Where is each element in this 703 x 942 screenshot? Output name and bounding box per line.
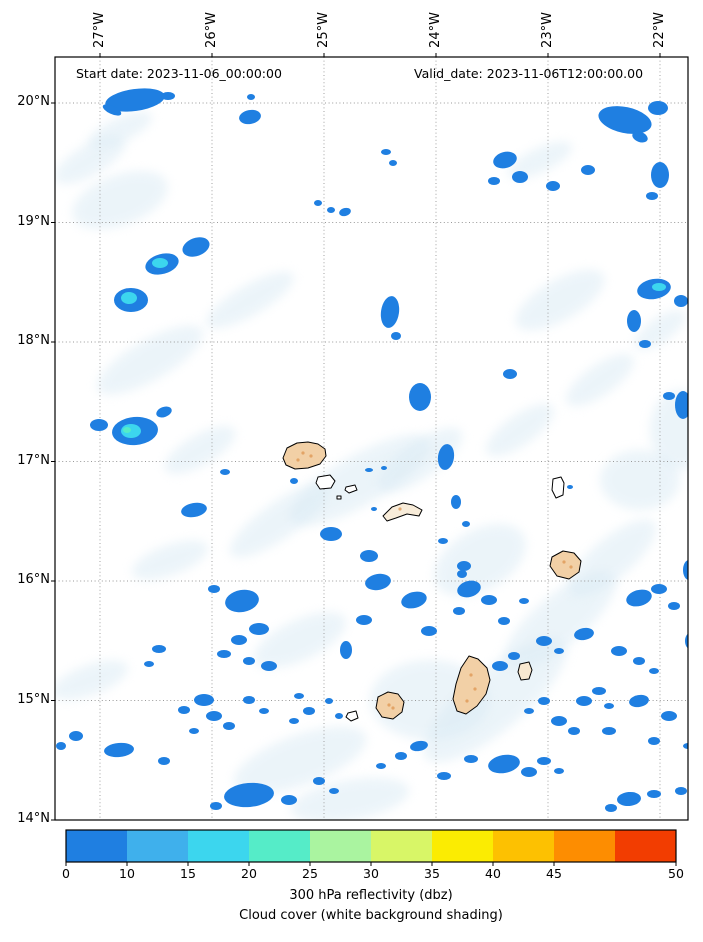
- terrain-dot: [296, 458, 300, 462]
- colorbar-segment: [249, 830, 311, 862]
- colorbar: [65, 829, 677, 866]
- colorbar-segment: [188, 830, 250, 862]
- colorbar-segment: [554, 830, 616, 862]
- map-plot-area: [55, 57, 688, 820]
- island-sal: [551, 476, 565, 499]
- x-tick-label: 24°W: [428, 12, 443, 48]
- reflectivity-layer: [56, 88, 688, 812]
- y-tick-label: 17°N: [17, 452, 50, 468]
- island-coastlines: [282, 441, 582, 722]
- y-tick-label: 19°N: [17, 213, 50, 229]
- colorbar-segment: [371, 830, 433, 862]
- island-santa-luzia: [344, 484, 358, 494]
- terrain-dot: [391, 706, 395, 710]
- colorbar-segment: [615, 830, 677, 862]
- cloud-cover-caption: Cloud cover (white background shading): [239, 908, 503, 923]
- colorbar-tick-label: 0: [62, 866, 70, 881]
- colorbar-tick-label: 10: [119, 866, 135, 881]
- colorbar-tick-label: 20: [241, 866, 257, 881]
- terrain-dot: [309, 454, 313, 458]
- colorbar-tick-label: 35: [424, 866, 440, 881]
- y-tick-label: 14°N: [17, 811, 50, 826]
- terrain-dot: [469, 673, 473, 677]
- island-sao-nicolau: [382, 502, 423, 522]
- colorbar-tick-label: 40: [485, 866, 501, 881]
- colorbar-tick-label: 25: [302, 866, 318, 881]
- colorbar-title: 300 hPa reflectivity (dbz): [289, 888, 453, 903]
- island-branco: [336, 495, 342, 500]
- cloud-cover-layer: [55, 111, 688, 820]
- island-boa-vista: [549, 550, 582, 580]
- colorbar-tick-label: 30: [363, 866, 379, 881]
- terrain-dot: [569, 565, 573, 569]
- terrain-dot: [398, 507, 402, 511]
- island-brava: [345, 710, 359, 722]
- terrain-dot: [387, 703, 391, 707]
- valid-date-label: Valid_date: 2023-11-06T12:00:00.00: [414, 66, 644, 81]
- y-tick-label: 18°N: [17, 333, 50, 348]
- colorbar-segment: [432, 830, 494, 862]
- terrain-dot: [562, 560, 566, 564]
- colorbar-segment: [310, 830, 372, 862]
- colorbar-tick-label: 15: [180, 866, 196, 881]
- colorbar-tick-label: 45: [546, 866, 562, 881]
- x-tick-label: 25°W: [316, 12, 331, 48]
- start-date-label: Start date: 2023-11-06_00:00:00: [76, 66, 282, 81]
- x-tick-label: 26°W: [204, 12, 219, 48]
- island-santo-antao: [282, 441, 327, 470]
- island-maio: [517, 661, 533, 681]
- y-tick-label: 20°N: [17, 94, 50, 109]
- y-tick-label: 15°N: [17, 691, 50, 707]
- plot-border: [54, 56, 689, 821]
- terrain-dot: [465, 699, 469, 703]
- colorbar-segment: [66, 830, 128, 862]
- terrain-dot: [473, 687, 477, 691]
- x-tick-label: 27°W: [92, 12, 107, 48]
- terrain-dot: [301, 451, 305, 455]
- x-tick-label: 22°W: [652, 12, 667, 48]
- y-tick-label: 16°N: [17, 572, 50, 587]
- colorbar-tick-label: 50: [668, 866, 684, 881]
- island-santiago: [452, 655, 491, 715]
- x-tick-label: 23°W: [540, 12, 555, 48]
- axis-tick-marks: [51, 53, 661, 821]
- island-sao-vicente: [315, 474, 336, 490]
- colorbar-segment: [493, 830, 555, 862]
- colorbar-segment: [127, 830, 189, 862]
